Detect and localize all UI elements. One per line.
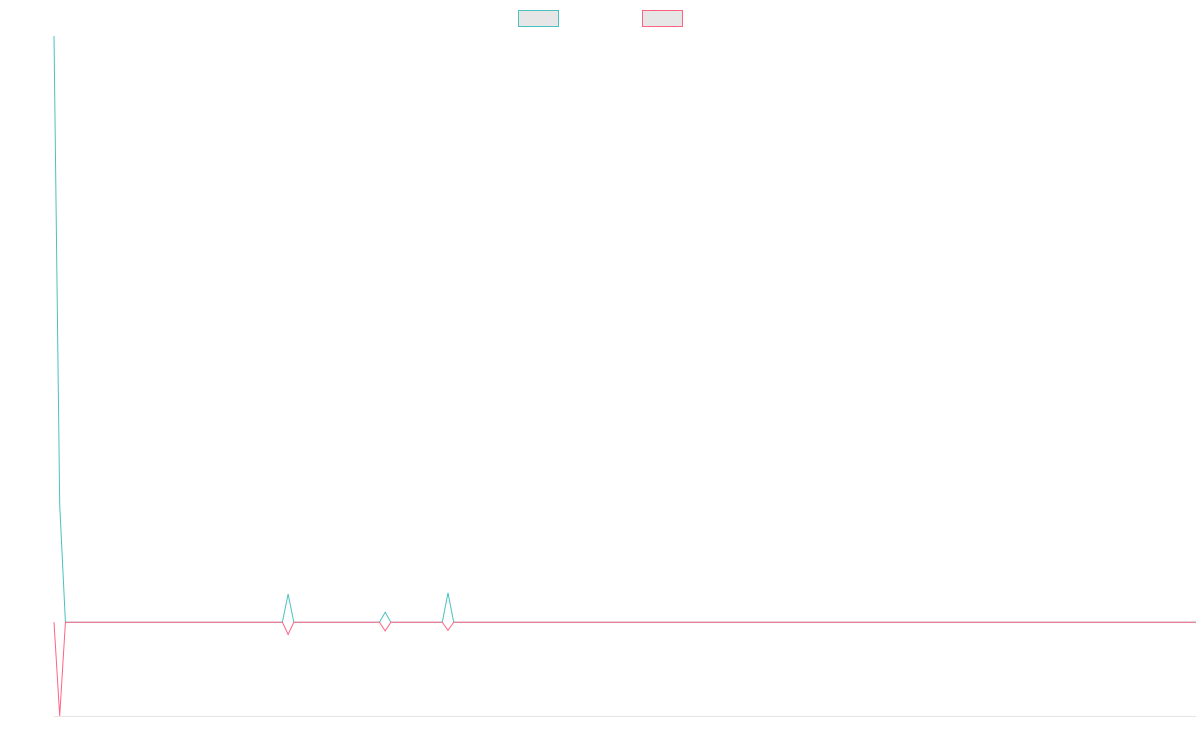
legend: [518, 10, 683, 27]
legend-swatch-2[interactable]: [642, 10, 683, 27]
legend-swatch-1[interactable]: [518, 10, 559, 27]
series-line-1: [53, 35, 1196, 623]
series-group: [53, 35, 1196, 717]
series-line-2: [53, 621, 1196, 717]
